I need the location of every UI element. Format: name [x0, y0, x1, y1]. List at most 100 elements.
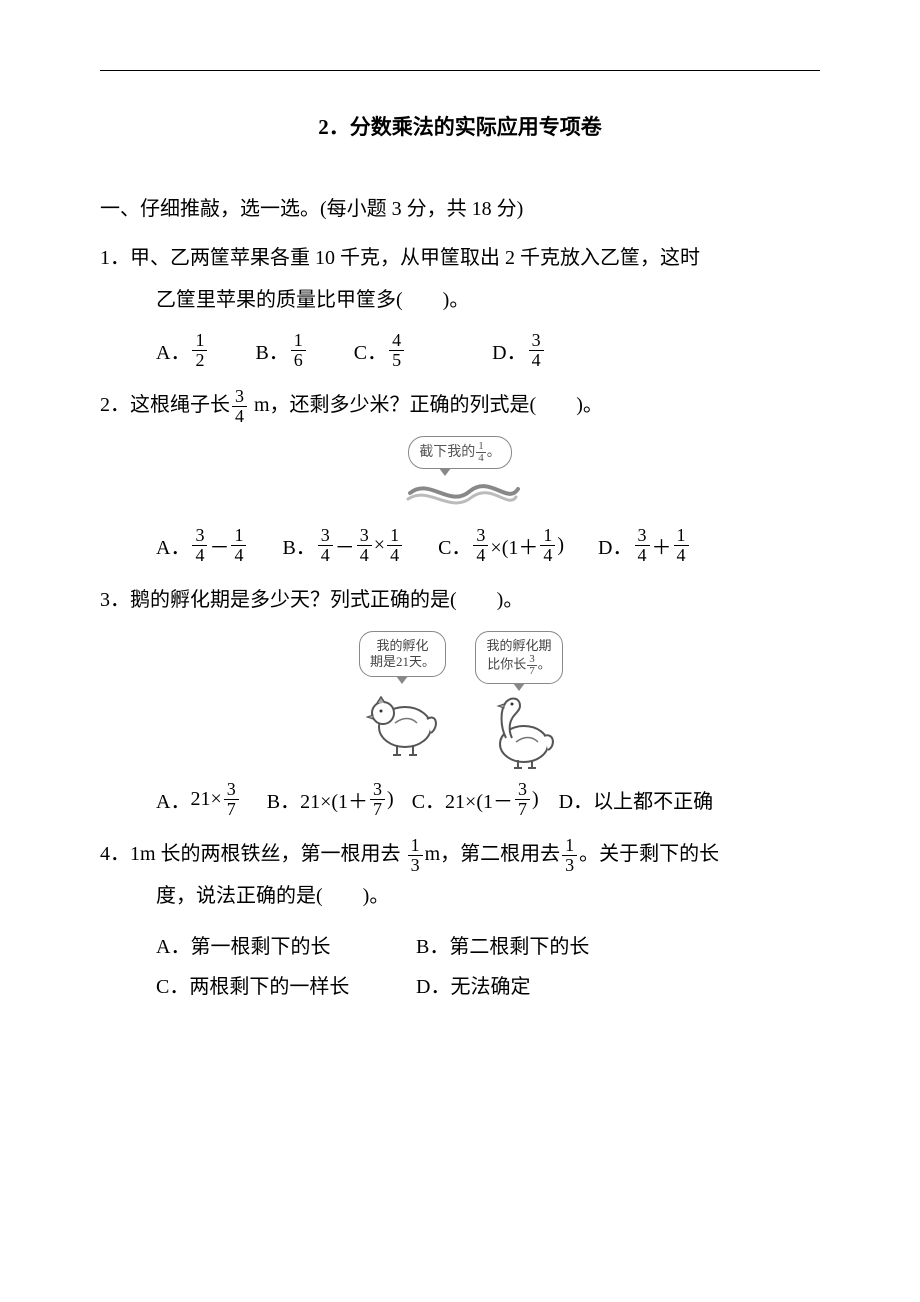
q1-line2: 乙筐里苹果的质量比甲筐多( )。 — [100, 279, 820, 321]
q1-a-label: A． — [156, 336, 190, 365]
section-1-header: 一、仔细推敲，选一选。(每小题 3 分，共 18 分) — [100, 189, 820, 229]
goose-icon — [476, 690, 562, 770]
q2-stem-frac: 34 — [232, 387, 247, 426]
q3-b-label: B． — [267, 785, 300, 814]
q2-b-op1: － — [335, 531, 355, 560]
q2-d-f2: 14 — [674, 526, 689, 565]
q1-a-frac: 12 — [192, 331, 207, 370]
q1-b-label: B． — [255, 336, 288, 365]
q2-b-op2: × — [374, 534, 385, 557]
q4-after: 。关于剩下的长 — [579, 843, 719, 865]
q1-d-frac: 34 — [529, 331, 544, 370]
q2-opt-d: D． 34 ＋ 14 — [598, 526, 690, 565]
q3-d-label: D． — [559, 785, 593, 814]
q2-a-f2: 14 — [231, 526, 246, 565]
q1-line1: 甲、乙两筐苹果各重 10 千克，从甲筐取出 2 千克放入乙筐，这时 — [130, 247, 700, 269]
q4-f2: 13 — [562, 836, 577, 875]
q3-c-post: ) — [532, 788, 539, 811]
question-1: 1．甲、乙两筐苹果各重 10 千克，从甲筐取出 2 千克放入乙筐，这时 乙筐里苹… — [100, 237, 820, 321]
q3-c-pre: 21×(1－ — [445, 785, 513, 814]
q3-figure: 我的孵化 期是21天。 — [100, 631, 820, 770]
q4-opt-b: B．第二根剩下的长 — [416, 927, 676, 967]
q4-opt-d: D．无法确定 — [416, 967, 676, 1007]
q3-opt-a: A． 21× 37 — [156, 780, 241, 819]
q3-number: 3． — [100, 589, 130, 611]
q2-figure: 截下我的14。 — [100, 436, 820, 518]
q2-before: 这根绳子长 — [130, 394, 230, 416]
q2-bubble-frac: 14 — [476, 441, 486, 464]
q2-options: A． 34 － 14 B． 34 － 34 × 14 C． 34 ×(1＋ 14… — [100, 526, 820, 565]
q3-opt-b: B． 21×(1＋ 37 ) — [267, 780, 394, 819]
q4-number: 4． — [100, 843, 130, 865]
q2-b-f2: 34 — [357, 526, 372, 565]
hen-speech-bubble: 我的孵化 期是21天。 — [359, 631, 446, 678]
q4-opt-a: A．第一根剩下的长 — [156, 927, 416, 967]
header-rule — [100, 70, 820, 71]
q3-a-frac: 37 — [224, 780, 239, 819]
q3-b-frac: 37 — [370, 780, 385, 819]
q2-opt-b: B． 34 － 34 × 14 — [282, 526, 404, 565]
q2-d-f1: 34 — [635, 526, 650, 565]
q2-after: m，还剩多少米？正确的列式是( )。 — [249, 394, 603, 416]
q1-opt-a: A． 12 — [156, 331, 209, 370]
q2-number: 2． — [100, 394, 130, 416]
q2-c-close: ) — [557, 534, 564, 557]
q3-a-pre: 21× — [190, 788, 221, 811]
q3-b-pre: 21×(1＋ — [300, 785, 368, 814]
q2-d-label: D． — [598, 531, 632, 560]
hen-col: 我的孵化 期是21天。 — [357, 631, 447, 770]
q2-c-label: C． — [438, 531, 471, 560]
hen-bubble-l2: 期是21天。 — [370, 654, 435, 669]
q1-opt-b: B． 16 — [255, 331, 307, 370]
q3-c-frac: 37 — [515, 780, 530, 819]
goose-bubble-l1: 我的孵化期 — [486, 638, 551, 653]
q2-a-label: A． — [156, 531, 190, 560]
q2-speech-bubble: 截下我的14。 — [408, 436, 512, 469]
question-2: 2．这根绳子长34 m，还剩多少米？正确的列式是( )。 — [100, 384, 820, 426]
q4-mid: m，第二根用去 — [425, 843, 561, 865]
q2-b-f1: 34 — [318, 526, 333, 565]
hen-bubble-l1: 我的孵化 — [376, 638, 428, 653]
goose-bubble-frac: 37 — [527, 654, 537, 677]
q2-bubble-prefix: 截下我的 — [419, 445, 475, 460]
q4-before: 1m 长的两根铁丝，第一根用去 — [130, 843, 406, 865]
bubble-tail-icon — [439, 468, 451, 476]
q4-line2: 度，说法正确的是( )。 — [100, 875, 820, 917]
bubble-tail-icon — [513, 683, 525, 691]
page-title: 2．分数乘法的实际应用专项卷 — [100, 111, 820, 141]
goose-bubble-suffix: 。 — [538, 657, 551, 672]
q4-f1: 13 — [408, 836, 423, 875]
q2-b-f3: 14 — [387, 526, 402, 565]
bubble-tail-icon — [396, 676, 408, 684]
q2-a-op: － — [209, 531, 229, 560]
q2-c-f1: 34 — [473, 526, 488, 565]
hen-icon — [357, 683, 447, 757]
q3-stem: 鹅的孵化期是多少天？列式正确的是( )。 — [130, 589, 523, 611]
q2-opt-c: C． 34 ×(1＋ 14 ) — [438, 526, 564, 565]
rope-icon — [100, 469, 820, 518]
question-4: 4．1m 长的两根铁丝，第一根用去 13m，第二根用去13。关于剩下的长 度，说… — [100, 833, 820, 917]
q3-c-label: C． — [412, 785, 445, 814]
q3-opt-c: C． 21×(1－ 37 ) — [412, 780, 539, 819]
q1-d-label: D． — [492, 336, 526, 365]
q3-d-text: 以上都不正确 — [593, 785, 713, 814]
goose-speech-bubble: 我的孵化期 比你长37。 — [475, 631, 562, 684]
q3-a-label: A． — [156, 785, 190, 814]
q1-c-label: C． — [354, 336, 387, 365]
q1-number: 1． — [100, 247, 130, 269]
q2-a-f1: 34 — [192, 526, 207, 565]
q2-d-op: ＋ — [652, 531, 672, 560]
q3-options: A． 21× 37 B． 21×(1＋ 37 ) C． 21×(1－ 37 ) … — [100, 780, 820, 819]
q3-b-post: ) — [387, 788, 394, 811]
q2-c-op: ×(1＋ — [490, 531, 538, 560]
q2-opt-a: A． 34 － 14 — [156, 526, 248, 565]
q1-b-frac: 16 — [291, 331, 306, 370]
goose-bubble-prefix: 比你长 — [487, 657, 526, 672]
q1-options: A． 12 B． 16 C． 45 D． 34 — [100, 331, 820, 370]
q1-opt-c: C． 45 — [354, 331, 406, 370]
q4-options: A．第一根剩下的长 B．第二根剩下的长 C．两根剩下的一样长 D．无法确定 — [100, 927, 820, 1007]
goose-col: 我的孵化期 比你长37。 — [475, 631, 562, 770]
q2-b-label: B． — [282, 531, 315, 560]
q3-opt-d: D． 以上都不正确 — [559, 785, 713, 814]
q4-opt-c: C．两根剩下的一样长 — [156, 967, 416, 1007]
